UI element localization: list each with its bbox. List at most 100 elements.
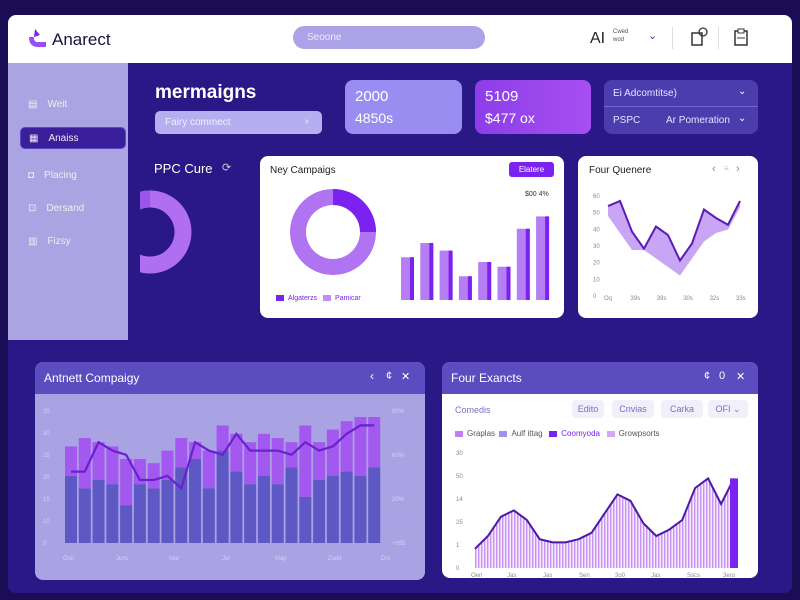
sidebar-item-label: Placing <box>44 169 77 181</box>
x-tick: 3o0 <box>615 573 626 578</box>
y-tick: 1 <box>456 543 460 549</box>
bar-lower <box>271 484 284 543</box>
bar-upper <box>78 438 91 489</box>
y-tick: 0 <box>43 541 47 547</box>
filter-select[interactable]: Fairy commect › <box>155 111 322 134</box>
sidebar-item-label: Fizsy <box>47 235 71 247</box>
x-tick: Oen <box>471 573 482 578</box>
ppc-progress-arc <box>140 190 192 274</box>
stat-sub: $477 ox <box>485 110 535 126</box>
x-tick: Sscs <box>687 573 700 578</box>
chevron-right-icon: › <box>305 116 309 127</box>
menu-icon[interactable]: ≡ <box>724 164 729 173</box>
ney-chart <box>290 189 550 300</box>
lock-icon: ⊡ <box>28 202 37 214</box>
bar-upper <box>106 446 119 485</box>
y-tick: 60 <box>593 194 600 200</box>
y-tick: 25 <box>43 453 50 459</box>
sidebar-item-dersand[interactable]: ⊡ Dersand <box>20 197 126 219</box>
sidebar-item-anaiss[interactable]: ▦ Anaiss <box>20 127 126 149</box>
highlight-bar <box>730 478 738 568</box>
bar-lower <box>354 475 367 543</box>
x-tick: Jas <box>651 573 660 578</box>
four-exancts-chart: 0 1 25 14 50 30 Oen Jas Jas Sen 3o0 Jas Sscs 3ero <box>456 451 738 578</box>
legend-item: Aulf ittag <box>511 429 543 438</box>
x-tick: 39s <box>657 296 667 302</box>
x-tick: Oq <box>604 296 612 302</box>
y-tick: 20 <box>593 261 600 267</box>
bar-upper <box>65 446 77 476</box>
y-tick: 20 <box>43 475 50 481</box>
filter-pill[interactable]: Carka <box>661 400 703 418</box>
sidebar-item-placing[interactable]: ◘ Placing <box>20 164 126 186</box>
bar-lower <box>147 488 160 543</box>
dropdown-2-value: Ar Pomeration <box>666 115 730 126</box>
clipboard-icon[interactable] <box>732 27 750 47</box>
sidebar-item-weit[interactable]: ▤ Weit <box>20 93 126 115</box>
chevron-left-icon[interactable]: ‹ <box>712 163 716 175</box>
series-line <box>71 424 375 491</box>
antnett-card: Antnett Compaigy ‹ ¢ ✕ 0 10 15 20 25 30 35 +995… <box>35 362 425 580</box>
ppc-ring-chart <box>140 190 192 274</box>
legend: Graplas Aulf ittag Coomyoda Growpsorts <box>455 429 660 438</box>
bar-lower <box>133 484 146 543</box>
chevron-down-icon: ⌄ <box>738 86 747 97</box>
user-initials[interactable]: AI <box>590 30 606 47</box>
bar-upper <box>92 442 105 480</box>
user-name: Cwed <box>613 29 629 35</box>
bar-upper <box>147 463 160 489</box>
bar-lower <box>368 467 381 543</box>
bar-upper <box>299 425 312 497</box>
bar-upper <box>313 442 326 480</box>
bar-lower <box>120 505 133 543</box>
bar-upper <box>202 450 215 489</box>
y-tick: 40 <box>593 227 600 233</box>
chevron-down-icon[interactable]: ⌄ <box>648 30 658 42</box>
refresh-icon[interactable]: ¢ <box>386 370 393 382</box>
filter-pill[interactable]: Cnvias <box>612 400 654 418</box>
close-icon[interactable]: ✕ <box>401 371 411 383</box>
y-tick: 30 <box>43 431 50 437</box>
bar-upper <box>354 417 367 476</box>
dropdown-1[interactable]: Ei Adcomtitse) ⌄ <box>604 80 758 107</box>
filter-dropdown[interactable]: OFI ⌄ <box>708 400 748 418</box>
bar-lower <box>326 475 339 543</box>
legend-item: Algaterzs <box>288 295 318 302</box>
bar-edge <box>467 276 472 300</box>
four-quenere-chart: 0 10 20 30 40 50 60 Oq 39s 39s 30s 32s 33s <box>593 194 746 302</box>
chevron-left-icon[interactable]: ‹ <box>370 369 374 383</box>
x-tick: Zode <box>328 556 342 562</box>
sidebar-item-fizsy[interactable]: ▥ Fizsy <box>20 230 126 252</box>
notification-icon[interactable] <box>690 27 708 47</box>
filter-label: Fairy commect <box>165 117 231 128</box>
divider <box>672 27 673 49</box>
stat-card-2: 5109 $477 ox <box>475 80 591 134</box>
user-role: wod <box>613 37 625 43</box>
bar-lower <box>230 471 243 543</box>
stat-value: 2000 <box>355 88 389 105</box>
settings-icon[interactable]: 0 <box>719 370 726 382</box>
close-icon[interactable]: ✕ <box>736 371 746 383</box>
refresh-icon[interactable]: ⟳ <box>222 162 232 174</box>
search-input[interactable]: Seoone <box>293 26 485 49</box>
legend-item: Graplas <box>467 429 496 438</box>
dropdown-panel: Ei Adcomtitse) ⌄ PSPC Ar Pomeration ⌄ <box>604 80 758 134</box>
filter-pill[interactable]: Edito <box>572 400 604 418</box>
x-tick: 39s <box>630 296 640 302</box>
bar-lower <box>202 488 215 543</box>
bar-upper <box>230 433 243 472</box>
explore-button[interactable]: Elatere <box>509 162 554 177</box>
dropdown-2[interactable]: Ar Pomeration ⌄ <box>664 110 756 130</box>
bar-edge <box>429 243 434 300</box>
bar-edge <box>410 257 414 300</box>
y-tick: 14 <box>456 497 463 503</box>
bar-upper <box>368 417 381 468</box>
legend-swatch <box>549 430 558 437</box>
refresh-icon[interactable]: ¢ <box>704 370 711 382</box>
sidebar-item-label: Weit <box>47 98 68 110</box>
sidebar-item-label: Dersand <box>46 202 85 214</box>
legend-item: Growpsorts <box>618 429 660 438</box>
ney-campaigns-card: Ney Campaigs Elatere $00 4% Algaterzs Pa… <box>260 156 564 318</box>
y-tick: 30 <box>593 244 600 250</box>
chevron-right-icon[interactable]: › <box>736 163 740 175</box>
